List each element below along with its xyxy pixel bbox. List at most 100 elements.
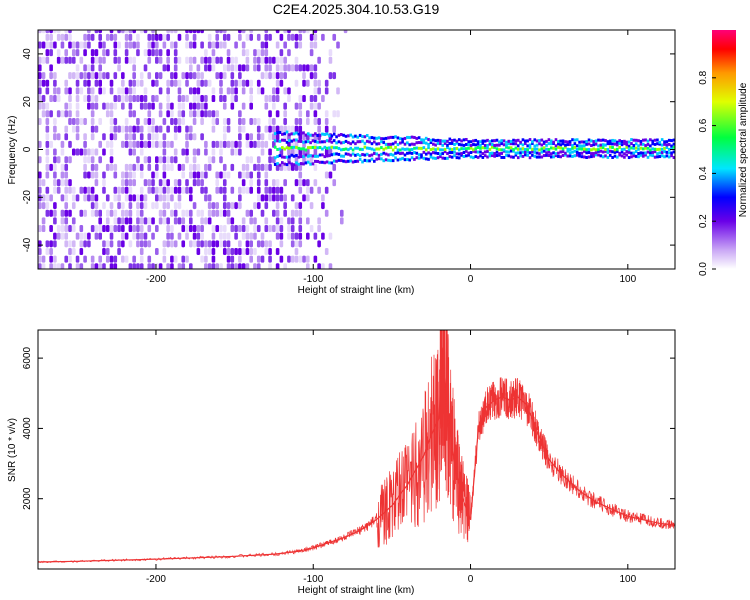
heatmap-cell	[637, 144, 640, 148]
heatmap-cell	[651, 139, 655, 143]
heatmap-cell	[90, 110, 95, 118]
heatmap-cell	[287, 95, 291, 103]
heatmap-cell	[113, 263, 118, 269]
heatmap-cell	[249, 79, 253, 87]
y-tick-label: 6000	[22, 347, 33, 370]
heatmap-cell	[623, 139, 626, 143]
heatmap-cell	[90, 255, 95, 263]
heatmap-cell	[299, 139, 303, 143]
heatmap-cell	[238, 110, 242, 118]
heatmap-cell	[309, 72, 314, 80]
heatmap-cell	[166, 79, 170, 87]
heatmap-cell	[219, 240, 223, 248]
heatmap-cell	[192, 72, 197, 80]
heatmap-cell	[403, 153, 407, 157]
heatmap-cell	[483, 143, 487, 147]
heatmap-cell	[389, 145, 393, 149]
heatmap-cell	[56, 33, 61, 41]
heatmap-cell	[166, 217, 170, 225]
heatmap-cell	[132, 255, 136, 263]
heatmap-cell	[427, 142, 430, 146]
heatmap-cell	[128, 79, 133, 87]
heatmap-cell	[298, 179, 303, 187]
heatmap-cell	[64, 232, 69, 240]
heatmap-cell	[290, 132, 294, 136]
heatmap-cell	[151, 49, 155, 57]
heatmap-cell	[441, 139, 445, 143]
heatmap-cell	[653, 142, 657, 146]
heatmap-cell	[507, 154, 511, 158]
heatmap-cell	[166, 179, 170, 187]
heatmap-cell	[272, 179, 276, 187]
heatmap-cell	[535, 155, 539, 159]
heatmap-cell	[474, 143, 478, 147]
heatmap-cell	[604, 143, 607, 147]
heatmap-cell	[275, 202, 280, 210]
heatmap-cell	[41, 30, 46, 34]
heatmap-cell	[656, 142, 659, 146]
heatmap-cell	[467, 146, 470, 150]
heatmap-cell	[147, 255, 152, 263]
heatmap-cell	[196, 72, 201, 80]
heatmap-cell	[413, 150, 416, 154]
heatmap-cell	[264, 102, 269, 110]
heatmap-cell	[83, 171, 87, 179]
heatmap-cell	[297, 155, 301, 159]
heatmap-cell	[162, 148, 167, 156]
heatmap-cell	[347, 134, 350, 138]
heatmap-cell	[260, 240, 265, 248]
colorbar-label: Normalized spectral amplitude	[738, 82, 749, 217]
heatmap-cell	[328, 49, 333, 57]
heatmap-cell	[627, 144, 631, 148]
heatmap-cell	[540, 143, 544, 147]
heatmap-cell	[313, 255, 318, 263]
heatmap-cell	[249, 179, 253, 187]
heatmap-cell	[64, 110, 69, 118]
heatmap-cell	[79, 186, 84, 194]
heatmap-cell	[53, 148, 57, 156]
heatmap-cell	[630, 146, 633, 150]
heatmap-cell	[623, 147, 626, 151]
heatmap-cell	[215, 240, 220, 248]
heatmap-cell	[64, 240, 69, 248]
heatmap-cell	[294, 102, 299, 110]
heatmap-cell	[83, 255, 87, 263]
heatmap-cell	[272, 87, 276, 95]
heatmap-cell	[339, 148, 343, 152]
heatmap-cell	[317, 117, 321, 125]
heatmap-cell	[71, 125, 76, 133]
heatmap-cell	[568, 151, 572, 155]
heatmap-cell	[102, 247, 106, 255]
heatmap-cell	[49, 194, 53, 202]
heatmap-cell	[162, 140, 167, 148]
heatmap-cell	[124, 41, 129, 49]
heatmap-cell	[79, 41, 84, 49]
heatmap-cell	[384, 136, 388, 140]
heatmap-cell	[295, 161, 298, 165]
heatmap-cell	[90, 33, 95, 41]
heatmap-cell	[87, 171, 91, 179]
heatmap-cell	[79, 87, 84, 95]
heatmap-cell	[158, 217, 163, 225]
heatmap-cell	[253, 56, 257, 64]
heatmap-cell	[136, 263, 140, 269]
heatmap-cell	[68, 209, 72, 217]
heatmap-cell	[87, 186, 91, 194]
heatmap-cell	[275, 217, 280, 225]
heatmap-cell	[618, 139, 621, 143]
heatmap-cell	[124, 217, 129, 225]
heatmap-cell	[136, 217, 140, 225]
heatmap-cell	[498, 140, 501, 144]
heatmap-cell	[306, 255, 310, 263]
heatmap-cell	[256, 49, 261, 57]
heatmap-cell	[38, 156, 42, 164]
heatmap-cell	[533, 138, 537, 142]
heatmap-cell	[234, 41, 238, 49]
heatmap-cell	[347, 141, 350, 145]
heatmap-cell	[351, 152, 355, 156]
heatmap-cell	[139, 225, 144, 233]
heatmap-cell	[663, 155, 666, 159]
heatmap-cell	[136, 232, 140, 240]
heatmap-cell	[38, 56, 42, 64]
x-tick-label: 0	[468, 574, 474, 585]
